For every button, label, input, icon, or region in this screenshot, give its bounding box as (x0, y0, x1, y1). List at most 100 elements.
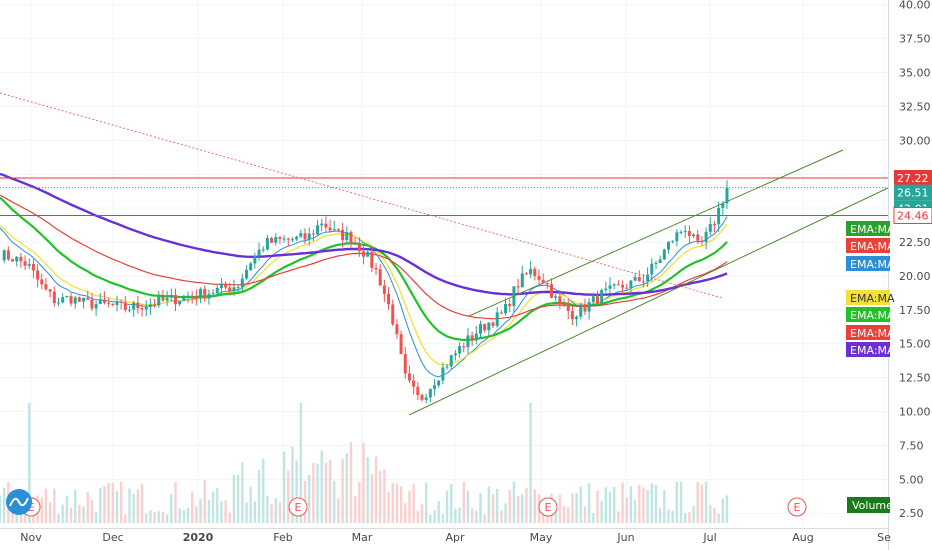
volume-bar (462, 481, 465, 523)
volume-bar (94, 512, 98, 523)
y-tick-label: 15.00 (899, 338, 931, 351)
y-tick-label: 17.50 (899, 304, 931, 317)
candle-body (487, 322, 491, 331)
volume-bar (165, 514, 169, 523)
volume-bar (383, 469, 386, 523)
volume-bar (195, 506, 198, 523)
x-tick-label: May (530, 531, 553, 544)
volume-bar (437, 501, 440, 523)
volume-bar (53, 488, 56, 523)
candle-body (44, 284, 48, 290)
volume-bar (241, 462, 244, 523)
support-price-tag-border (893, 206, 932, 224)
volume-bar (717, 513, 720, 523)
x-tick-label: Mar (352, 531, 373, 544)
volume-bar (629, 486, 633, 523)
candle-body (562, 303, 566, 306)
candle-body (374, 267, 378, 270)
x-tick-label: Aug (792, 531, 813, 544)
volume-bar (571, 493, 574, 523)
candle-body (692, 234, 696, 237)
candle-body (56, 302, 60, 304)
ema-label: EMA:MA (850, 292, 895, 305)
y-tick-label: 2.50 (899, 507, 924, 520)
candle-body (98, 299, 102, 305)
candle-body (290, 239, 294, 241)
volume-bar (700, 484, 704, 523)
y-tick-label: 35.00 (899, 67, 931, 80)
volume-bar (358, 481, 361, 523)
volume-bar (370, 474, 374, 523)
candle-body (387, 293, 391, 305)
volume-bar (441, 514, 445, 523)
volume-bar (291, 446, 294, 523)
channel-lower-line (408, 187, 889, 416)
candle-body (207, 293, 211, 299)
candle-body (658, 259, 662, 263)
candle-body (700, 240, 704, 243)
volume-bar (688, 512, 691, 523)
volume-bar (454, 508, 457, 523)
candle-body (683, 231, 687, 233)
y-tick-label: 10.00 (899, 406, 931, 419)
candle-body (299, 233, 303, 237)
candle-body (391, 304, 395, 325)
ema-label: EMA:MA (850, 327, 895, 340)
x-tick-label: Se (877, 531, 891, 544)
candle-body (612, 284, 616, 286)
volume-bar (516, 495, 520, 523)
candle-body (295, 236, 299, 240)
candle-body (621, 284, 625, 288)
price-tags: EEEE27.2226.5142:0124.46EMA:MAEMA:MAEMA:… (6, 170, 932, 517)
volume-bar (491, 494, 495, 523)
candle-body (128, 309, 132, 311)
candle-body (433, 385, 437, 389)
volume-bar (107, 482, 110, 523)
candle-body (704, 231, 708, 243)
volume-bar (353, 495, 357, 523)
candle-body (508, 303, 512, 307)
candle-body (449, 355, 453, 367)
volume-bar (583, 506, 587, 523)
candle-body (696, 234, 700, 241)
candle-body (136, 302, 140, 309)
volume-bar (157, 511, 160, 523)
volume-bar (420, 504, 424, 523)
volume-bar (433, 510, 436, 523)
x-tick-label: Dec (102, 531, 123, 544)
candle-body (591, 296, 595, 302)
candle-body (478, 324, 482, 334)
volume-bar (111, 483, 115, 523)
ema-label-bg (846, 325, 890, 340)
volume-bar (496, 488, 499, 523)
candle-body (437, 380, 441, 386)
price-axis-panel (888, 0, 932, 550)
volume-bar (654, 484, 658, 523)
candle-body (533, 268, 537, 277)
grid (0, 0, 888, 528)
candle-body (504, 303, 508, 314)
volume-bar (161, 512, 165, 523)
candle-body (115, 301, 119, 305)
volume-bar (554, 507, 557, 523)
volume-bar (587, 483, 591, 523)
volume-bar (529, 403, 532, 523)
y-tick-label: 40.00 (899, 0, 931, 12)
volume-bar (228, 512, 231, 523)
candle-body (545, 283, 549, 285)
volume-bar (658, 508, 662, 523)
volume-bar (307, 474, 311, 523)
candle-body (712, 224, 716, 226)
candle-body (491, 322, 495, 326)
candle-body (65, 296, 69, 298)
candle-body (462, 346, 466, 348)
volume-bar (136, 489, 140, 523)
candle-body (186, 296, 190, 298)
x-tick-label: Apr (445, 531, 465, 544)
candle-body (495, 312, 499, 326)
volume-bar (0, 495, 2, 523)
volume-bar (245, 502, 248, 523)
ema-label-bg (846, 307, 890, 322)
